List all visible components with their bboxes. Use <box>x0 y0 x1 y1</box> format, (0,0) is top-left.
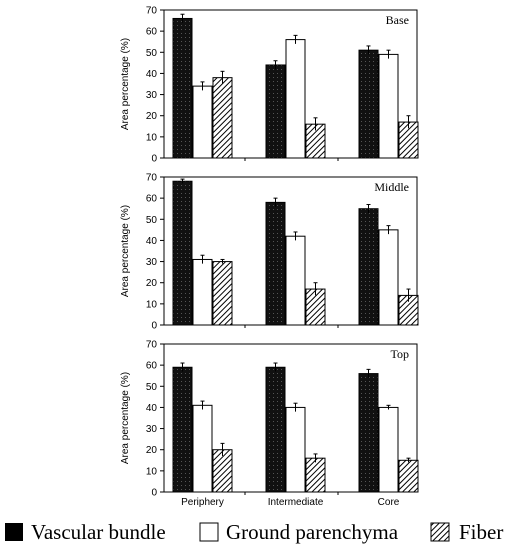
bar-ground-parenchyma-core <box>378 53 399 159</box>
y-axis-label: Area percentage (%) <box>120 205 131 297</box>
panel-title: Base <box>386 13 409 27</box>
legend-label-fiber: Fiber <box>459 520 503 544</box>
y-tick-label: 50 <box>146 48 158 59</box>
legend-swatch-ground-parenchyma <box>199 522 219 542</box>
y-tick-label: 60 <box>146 361 158 372</box>
chart-panels: 0 10 20 30 40 50 60 70 Area percentage (%) Base 0 1… <box>120 6 419 508</box>
bar-vascular-bundle-intermediate <box>265 201 286 326</box>
bar-fiber-periphery <box>212 449 233 493</box>
bar-ground-parenchyma-core <box>378 229 399 326</box>
bar-ground-parenchyma-periphery <box>192 258 213 326</box>
y-tick-label: 40 <box>146 403 158 414</box>
bar-ground-parenchyma-periphery <box>192 404 213 493</box>
chart-panel-3: 0 10 20 30 40 50 60 70 Area percentage (%) Top Per… <box>120 340 419 508</box>
x-category-label-intermediate: Intermediate <box>268 497 324 508</box>
y-tick-label: 50 <box>146 382 158 393</box>
panel-title: Middle <box>374 180 409 194</box>
y-tick-label: 30 <box>146 257 158 268</box>
y-tick-label: 20 <box>146 445 158 456</box>
bar-ground-parenchyma-intermediate <box>285 39 306 159</box>
y-axis-label: Area percentage (%) <box>120 38 131 130</box>
bar-ground-parenchyma-core <box>378 406 399 493</box>
y-tick-label: 30 <box>146 90 158 101</box>
bar-fiber-intermediate <box>305 457 326 493</box>
y-tick-label: 20 <box>146 278 158 289</box>
legend: Vascular bundle Ground parenchyma Fiber <box>5 520 503 544</box>
legend-label-vascular-bundle: Vascular bundle <box>31 520 166 544</box>
y-tick-label: 40 <box>146 236 158 247</box>
chart-panel-2: 0 10 20 30 40 50 60 70 Area percentage (%) Middle <box>120 173 419 332</box>
y-axis-label: Area percentage (%) <box>120 372 131 464</box>
y-tick-label: 10 <box>146 132 158 143</box>
bar-vascular-bundle-core <box>358 208 379 326</box>
x-category-label-core: Core <box>378 497 400 508</box>
bar-vascular-bundle-periphery <box>172 180 193 326</box>
y-tick-label: 70 <box>146 340 158 351</box>
legend-swatch-vascular-bundle <box>5 523 23 541</box>
bar-fiber-periphery <box>212 77 233 159</box>
y-tick-label: 0 <box>151 154 157 165</box>
bar-vascular-bundle-intermediate <box>265 64 286 159</box>
bar-vascular-bundle-core <box>358 49 379 159</box>
y-tick-label: 10 <box>146 299 158 310</box>
y-tick-label: 70 <box>146 6 158 17</box>
y-tick-label: 0 <box>151 488 157 499</box>
y-tick-label: 60 <box>146 27 158 38</box>
y-tick-label: 0 <box>151 321 157 332</box>
y-tick-label: 10 <box>146 466 158 477</box>
y-tick-label: 20 <box>146 111 158 122</box>
legend-swatch-fiber <box>430 522 450 542</box>
y-tick-label: 30 <box>146 424 158 435</box>
bar-ground-parenchyma-intermediate <box>285 406 306 493</box>
bar-fiber-periphery <box>212 261 233 326</box>
chart-panel-1: 0 10 20 30 40 50 60 70 Area percentage (%) Base <box>120 6 419 165</box>
y-tick-label: 70 <box>146 173 158 184</box>
bar-vascular-bundle-periphery <box>172 17 193 159</box>
bar-fiber-core <box>398 459 419 493</box>
panel-title: Top <box>391 347 410 361</box>
bar-ground-parenchyma-intermediate <box>285 235 306 326</box>
legend-label-ground-parenchyma: Ground parenchyma <box>226 520 399 544</box>
bar-vascular-bundle-periphery <box>172 366 193 493</box>
bar-vascular-bundle-intermediate <box>265 366 286 493</box>
y-tick-label: 40 <box>146 69 158 80</box>
bar-ground-parenchyma-periphery <box>192 85 213 159</box>
y-tick-label: 60 <box>146 194 158 205</box>
y-tick-label: 50 <box>146 215 158 226</box>
x-category-label-periphery: Periphery <box>181 497 224 508</box>
bar-vascular-bundle-core <box>358 373 379 493</box>
